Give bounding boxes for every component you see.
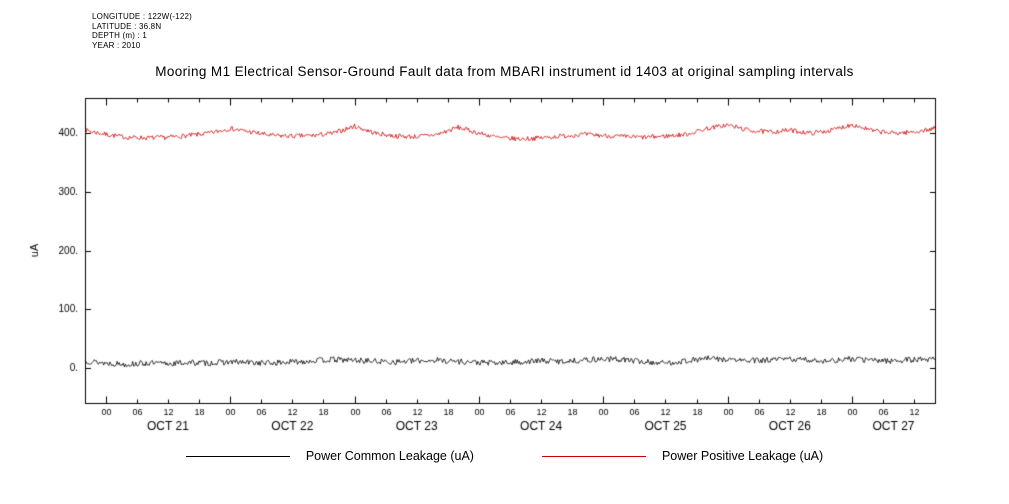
legend-line-common-leakage: [185, 455, 290, 457]
legend-line-positive-leakage: [541, 455, 646, 457]
metadata-block: LONGITUDE : 122W(-122) LATITUDE : 36.8N …: [92, 12, 192, 50]
legend: Power Common Leakage (uA) Power Positive…: [0, 449, 1009, 463]
meta-year: YEAR : 2010: [92, 40, 141, 50]
chart-title: Mooring M1 Electrical Sensor-Ground Faul…: [155, 64, 854, 79]
legend-label-common-leakage: Power Common Leakage (uA): [305, 449, 474, 463]
meta-longitude: LONGITUDE : 122W(-122): [92, 12, 192, 21]
legend-label-positive-leakage: Power Positive Leakage (uA): [661, 449, 824, 463]
meta-depth: DEPTH (m) : 1: [92, 31, 148, 40]
plot-canvas: [0, 88, 1009, 443]
meta-latitude: LATITUDE : 36.8N: [92, 21, 162, 31]
